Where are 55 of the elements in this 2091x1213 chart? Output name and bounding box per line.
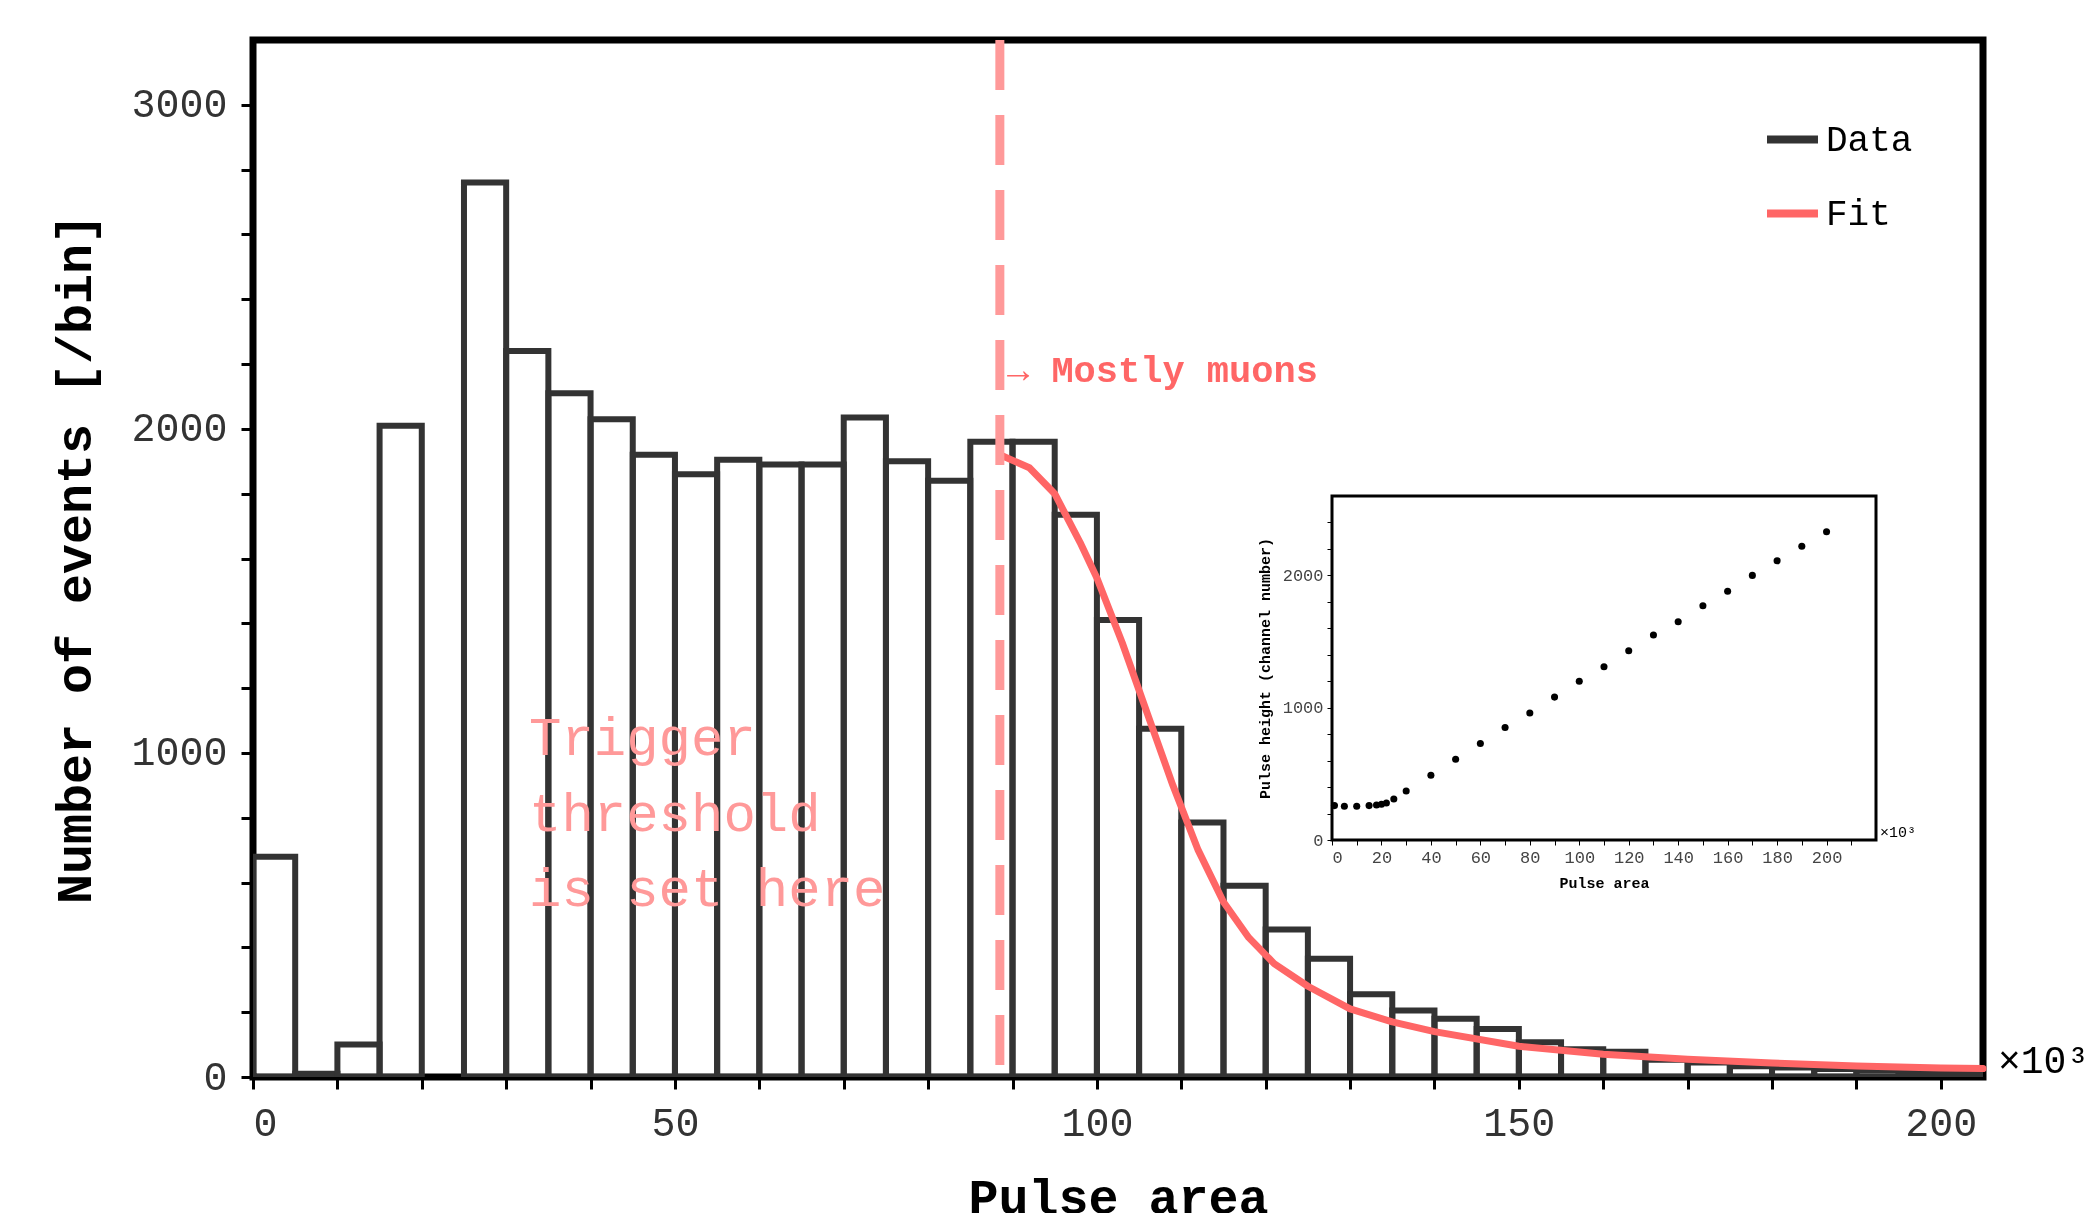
point (1340, 802, 1348, 810)
annotation: ×10³ (1880, 825, 1917, 842)
x-tick-label: 100 (1061, 1102, 1134, 1148)
x-tick-label: 180 (1762, 848, 1793, 868)
point (1526, 709, 1534, 717)
point (1600, 663, 1608, 671)
x-tick-label: 200 (1811, 848, 1843, 868)
x-tick-label: 140 (1663, 848, 1694, 868)
point (1823, 528, 1831, 536)
point (1476, 739, 1484, 747)
y-tick-label: 2000 (1282, 566, 1324, 586)
x-tick-label: 200 (1905, 1102, 1978, 1148)
x-tick-label: 40 (1421, 848, 1442, 868)
point (1798, 542, 1806, 550)
x-tick-label: 100 (1564, 848, 1596, 868)
text: ×10³ (1998, 1041, 2090, 1084)
legend-label: Fit (1826, 194, 1891, 236)
point (1390, 795, 1398, 803)
y-axis-title: Number of events [/bin] (49, 213, 107, 905)
x-tick-label: 80 (1520, 848, 1541, 868)
y-axis-title: Pulse height (channel number) (1257, 537, 1275, 800)
point (1649, 631, 1657, 639)
point (1501, 724, 1509, 732)
point (1773, 557, 1781, 565)
point (1551, 693, 1559, 701)
x-tick-label: 120 (1613, 848, 1645, 868)
x-tick-label: 20 (1371, 848, 1393, 868)
x-tick-label: 0 (253, 1102, 278, 1148)
x-tick-label: 50 (651, 1102, 700, 1148)
point (1575, 677, 1583, 685)
point (1353, 802, 1361, 810)
x-tick-label: 0 (1332, 848, 1343, 868)
point (1625, 647, 1633, 655)
point (1748, 571, 1756, 579)
y-tick-label: 2000 (131, 408, 228, 454)
x-axis-title: Pulse area (1559, 875, 1650, 893)
point (1365, 802, 1373, 810)
x-tick-label: 160 (1712, 848, 1744, 868)
point (1724, 587, 1732, 595)
legend-label: Data (1826, 120, 1913, 162)
x-tick-label: 60 (1470, 848, 1492, 868)
y-tick-label: 1000 (131, 732, 228, 778)
point (1427, 771, 1435, 779)
point (1382, 799, 1390, 807)
point (1699, 602, 1707, 610)
annotation: → Mostly muons (1007, 351, 1318, 393)
y-tick-label: 1000 (1282, 699, 1324, 719)
x-tick-label: 150 (1483, 1102, 1556, 1148)
point (1674, 618, 1682, 626)
point (1452, 755, 1460, 763)
y-tick-label: 0 (203, 1056, 228, 1102)
y-tick-label: 3000 (131, 84, 228, 130)
y-tick-label: 0 (1313, 831, 1324, 851)
point (1330, 802, 1339, 810)
point (1402, 787, 1410, 795)
